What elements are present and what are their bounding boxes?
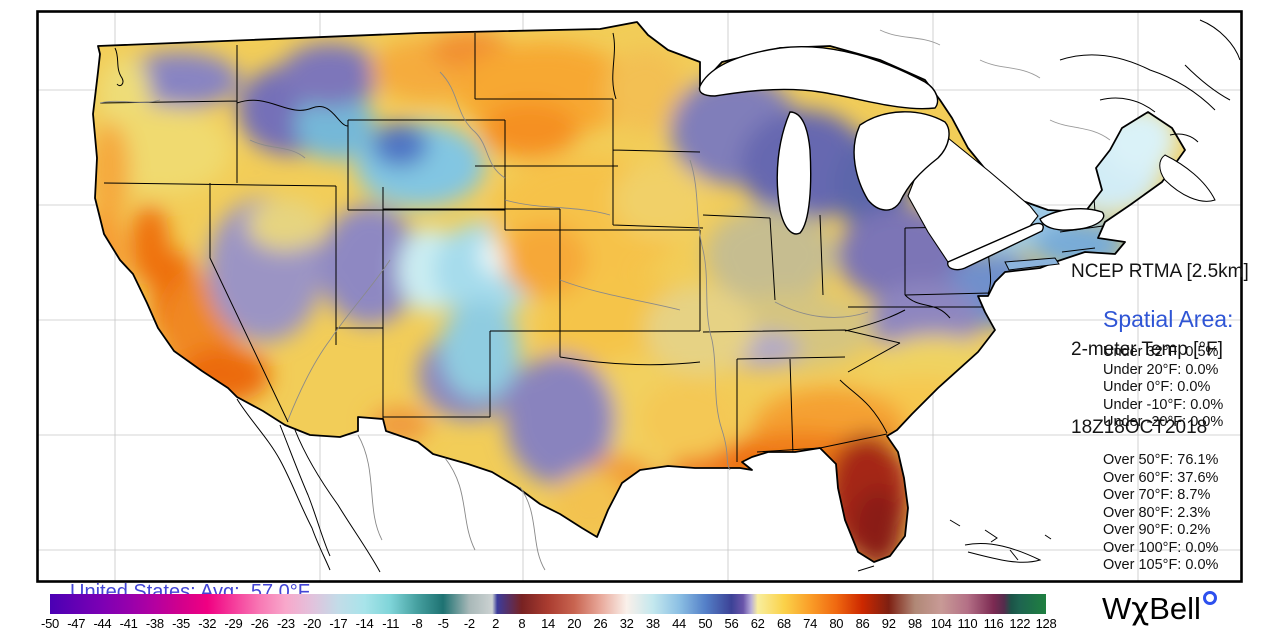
long-island [1004,257,1060,271]
valid-time: 18Z18OCT2018 [1071,417,1208,438]
threshold-row: Over 100°F: 0.0% [1103,539,1219,556]
colorbar-tick: 56 [724,616,739,631]
temperature-region [247,199,323,251]
temperature-region [852,488,904,562]
colorbar-tick: -50 [41,616,59,631]
colorbar-tick-labels: -50 -47 -44 -41 -38 -35 -32 -29 -26 -23 -20 -17 -14-… [41,616,1057,632]
colorbar-tick: 116 [983,616,1004,631]
colorbar-tick: -2 [463,616,475,631]
colorbar-tick: 98 [908,616,922,631]
lake-erie [947,222,1044,271]
temperature-raster [93,22,1185,562]
canada-outlines [114,19,1241,202]
colorbar-tick: 122 [1009,616,1031,631]
temperature-region [370,407,430,443]
mexico-outlines [236,398,546,573]
temperature-region [440,300,520,400]
colorbar-tick: 128 [1035,616,1057,631]
colorbar-tick: 14 [541,616,555,631]
colorbar-tick: -23 [276,616,295,631]
threshold-row: Over 105°F: 0.0% [1103,557,1219,573]
threshold-row: Over 50°F: 76.1% [1103,452,1219,468]
colorbar-tick: -41 [119,616,138,631]
colorbar-tick: 74 [803,616,818,631]
map-frame [36,10,1243,583]
colorbar-tick: -14 [355,616,374,631]
us-temperature-map [36,10,1243,583]
lake-huron [853,111,950,211]
under-threshold-list: Under 32°F: 0.5% Under 20°F: 0.0% Under 0°… [1103,344,1223,432]
state-borders [99,32,1111,462]
colorbar-tick: 62 [750,616,765,631]
colorbar-tick: 104 [930,616,952,631]
colorbar-tick: 38 [645,616,660,631]
colorbar-tick: -47 [67,616,86,631]
temperature-region [552,470,628,540]
temperature-region [503,222,587,298]
threshold-row: Over 90°F: 0.2% [1103,522,1211,538]
colorbar-tick: -5 [437,616,449,631]
logo-text-bell: Bell [1149,591,1201,626]
temperature-region [640,380,740,460]
lake-michigan [776,111,812,235]
temperature-region [505,355,615,485]
colorbar-tick: 32 [619,616,634,631]
colorbar-tick: 80 [829,616,844,631]
variable-name: 2-meter Temp [°F] [1071,339,1223,360]
temperature-region [705,207,835,303]
colorbar-tick: 68 [776,616,791,631]
threshold-row: Over 80°F: 2.3% [1103,504,1211,521]
temperature-region [280,43,380,107]
colorbar-tick: -26 [250,616,269,631]
colorbar-tick: -32 [198,616,217,631]
colorbar-tick: -35 [172,616,190,631]
colorbar-tick: -8 [411,616,423,631]
colorbar-tick: -38 [145,616,164,631]
lake-superior [698,46,939,110]
wxbell-logo: WχBell [1102,591,1217,627]
temperature-region [482,102,578,158]
product-name: NCEP RTMA [2.5km] [1071,261,1249,282]
logo-text-w: W [1102,591,1132,626]
temperature-region [372,123,428,167]
temperature-region [612,162,708,238]
threshold-row: Under 32°F: 0.5% [1103,344,1219,360]
threshold-row: Over 70°F: 8.7% [1103,487,1211,503]
threshold-row: Over 60°F: 37.6% [1103,469,1219,486]
colorbar-tick: -11 [382,616,400,631]
great-lakes [698,46,1105,271]
logo-text-chi: χ [1131,591,1150,627]
colorbar-tick: -20 [303,616,322,631]
temperature-region [320,205,420,325]
colorbar-tick: 44 [672,616,686,631]
colorbar-tick: 20 [567,616,582,631]
over-threshold-list: Over 50°F: 76.1% Over 60°F: 37.6% Over 70°… [1103,452,1218,575]
colorbar-tick: -17 [329,616,348,631]
colorbar-tick: 92 [881,616,896,631]
temperature-colorbar [50,594,1046,614]
logo-degree-icon [1202,591,1217,605]
colorbar-tick: 8 [518,616,526,631]
threshold-row: Under 0°F: 0.0% [1103,379,1211,395]
map-title-block: NCEP RTMA [2.5km] 2-meter Temp [°F] 18Z1… [1071,207,1249,493]
colorbar-tick: -29 [224,616,243,631]
threshold-row: Under -10°F: 0.0% [1103,396,1224,413]
colorbar-tick: 2 [492,616,500,631]
colorbar-tick: 26 [593,616,608,631]
river-lines [99,71,869,471]
colorbar-tick: -44 [93,616,112,631]
cuba-bahamas-outlines [857,519,1052,572]
temperature-region [605,48,685,132]
threshold-row: Under 20°F: 0.0% [1103,361,1219,378]
threshold-row: Under -20°F: 0.0% [1103,414,1224,430]
lake-ontario [1039,208,1105,231]
spatial-area-heading: Spatial Area: [1103,306,1234,332]
colorbar-tick: 110 [957,616,978,631]
temperature-region [93,122,130,218]
colorbar-tick: 50 [698,616,713,631]
colorbar-tick: 86 [855,616,870,631]
